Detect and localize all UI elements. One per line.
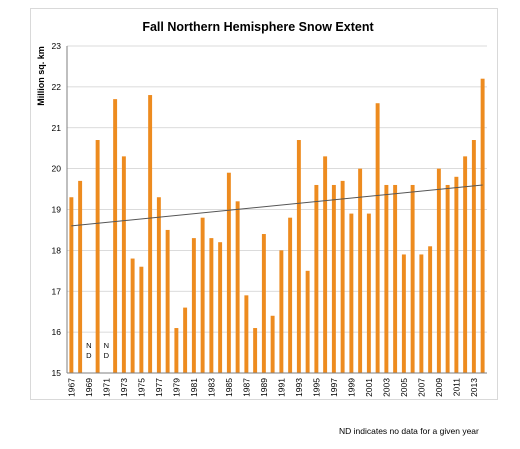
bar-1984 <box>218 242 223 373</box>
bar-2001 <box>366 213 371 373</box>
nd-label-1971-bottom: D <box>104 351 110 360</box>
bar-1998 <box>340 180 345 373</box>
y-axis-label: Million sq. km <box>36 46 46 106</box>
bar-1975 <box>139 266 144 373</box>
x-tick-label-1981: 1981 <box>189 378 199 397</box>
x-tick-label-1995: 1995 <box>311 378 321 397</box>
bar-2014 <box>480 78 485 373</box>
bar-1999 <box>349 213 354 373</box>
x-tick-label-2009: 2009 <box>434 378 444 397</box>
bar-2012 <box>463 156 468 373</box>
bar-1980 <box>183 307 188 373</box>
bar-1996 <box>323 156 328 373</box>
bar-1985 <box>226 172 231 373</box>
nd-label-1971-top: N <box>104 341 109 350</box>
y-tick-label-22: 22 <box>52 82 62 92</box>
chart-title: Fall Northern Hemisphere Snow Extent <box>142 20 374 34</box>
y-tick-label-21: 21 <box>52 123 62 133</box>
bar-2000 <box>358 168 363 373</box>
bar-1986 <box>235 201 240 373</box>
bar-2003 <box>384 184 389 373</box>
bar-1988 <box>253 328 258 373</box>
bar-2005 <box>401 254 406 373</box>
y-tick-label-18: 18 <box>52 245 62 255</box>
x-tick-label-1997: 1997 <box>329 378 339 397</box>
bar-1974 <box>130 258 135 373</box>
bar-2004 <box>393 184 398 373</box>
axes <box>66 46 487 374</box>
bar-2007 <box>419 254 424 373</box>
chart-frame: Fall Northern Hemisphere Snow Extent Mil… <box>30 8 498 400</box>
bar-1987 <box>244 295 249 373</box>
y-tick-label-20: 20 <box>52 164 62 174</box>
x-tick-label-1977: 1977 <box>154 378 164 397</box>
bar-1972 <box>113 99 118 373</box>
bar-1983 <box>209 238 214 373</box>
y-tick-labels: 15 16 17 18 19 20 21 22 23 <box>52 41 62 378</box>
x-tick-label-1991: 1991 <box>276 378 286 397</box>
x-tick-label-1989: 1989 <box>259 378 269 397</box>
bar-2002 <box>375 103 380 373</box>
bar-1979 <box>174 328 179 373</box>
bar-2006 <box>410 184 415 373</box>
bar-1982 <box>200 217 205 373</box>
y-tick-label-15: 15 <box>52 368 62 378</box>
bar-2009 <box>436 168 441 373</box>
bar-1967 <box>69 197 74 373</box>
y-tick-label-17: 17 <box>52 286 62 296</box>
bar-1968 <box>78 180 83 373</box>
bar-2008 <box>428 246 433 373</box>
gridlines <box>67 45 487 374</box>
x-tick-label-1983: 1983 <box>206 378 216 397</box>
bar-1995 <box>314 184 319 373</box>
x-tick-label-1967: 1967 <box>66 378 76 397</box>
bar-1994 <box>305 270 310 373</box>
bars <box>69 78 485 374</box>
x-tick-label-1969: 1969 <box>84 378 94 397</box>
x-tick-labels: 1967 1969 1971 1973 1975 1977 1979 1981 1983 1985… <box>66 378 479 397</box>
x-tick-label-2011: 2011 <box>451 378 461 397</box>
x-tick-label-2001: 2001 <box>364 378 374 397</box>
y-tick-label-16: 16 <box>52 327 62 337</box>
bar-1973 <box>121 156 126 373</box>
x-tick-label-1975: 1975 <box>136 378 146 397</box>
bar-1976 <box>148 95 153 374</box>
x-tick-label-1993: 1993 <box>294 378 304 397</box>
bar-2011 <box>454 176 459 373</box>
x-tick-label-1987: 1987 <box>241 378 251 397</box>
bar-1977 <box>156 197 161 373</box>
x-tick-label-1979: 1979 <box>171 378 181 397</box>
x-tick-label-1971: 1971 <box>101 378 111 397</box>
bar-1993 <box>296 140 301 373</box>
bar-1989 <box>261 234 266 373</box>
nd-label-1969-bottom: D <box>86 351 92 360</box>
x-tick-label-2007: 2007 <box>416 378 426 397</box>
bar-2010 <box>445 184 450 373</box>
x-tick-label-2005: 2005 <box>399 378 409 397</box>
y-tick-label-19: 19 <box>52 205 62 215</box>
bar-1997 <box>331 184 336 373</box>
bar-2013 <box>471 140 476 373</box>
nd-label-1969-top: N <box>86 341 91 350</box>
y-tick-label-23: 23 <box>52 41 62 51</box>
bar-1992 <box>288 217 293 373</box>
nd-annotation: ND indicates no data for a given year <box>339 426 479 436</box>
trend-line <box>71 184 483 227</box>
snow-extent-chart: Fall Northern Hemisphere Snow Extent Mil… <box>36 20 487 397</box>
x-tick-label-1985: 1985 <box>224 378 234 397</box>
bar-1978 <box>165 229 170 373</box>
bar-1990 <box>270 315 275 373</box>
bar-1981 <box>191 238 196 373</box>
bar-1970 <box>95 140 100 373</box>
bar-1991 <box>279 250 284 373</box>
x-tick-label-2003: 2003 <box>381 378 391 397</box>
trend-line-segment <box>71 184 483 227</box>
x-tick-label-1973: 1973 <box>119 378 129 397</box>
x-tick-label-1999: 1999 <box>346 378 356 397</box>
x-tick-label-2013: 2013 <box>469 378 479 397</box>
